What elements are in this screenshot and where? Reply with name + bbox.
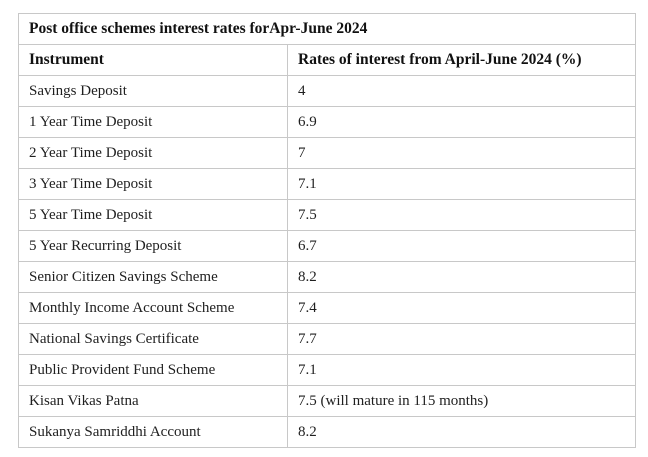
instrument-cell: National Savings Certificate xyxy=(18,323,288,355)
column-header-rates: Rates of interest from April-June 2024 (… xyxy=(286,44,637,76)
instrument-cell: Senior Citizen Savings Scheme xyxy=(18,261,288,293)
instrument-cell: 5 Year Recurring Deposit xyxy=(18,230,288,262)
rate-cell: 8.2 xyxy=(286,416,637,448)
table-row: 5 Year Recurring Deposit 6.7 xyxy=(18,230,637,262)
table-body: Savings Deposit 4 1 Year Time Deposit 6.9 2 … xyxy=(18,75,637,448)
rate-cell: 6.7 xyxy=(286,230,637,262)
instrument-cell: 2 Year Time Deposit xyxy=(18,137,288,169)
table-title: Post office schemes interest rates forAp… xyxy=(17,13,637,45)
rate-cell: 7.7 xyxy=(286,323,637,355)
table-row: 5 Year Time Deposit 7.5 xyxy=(18,199,637,231)
instrument-cell: Monthly Income Account Scheme xyxy=(18,292,288,324)
table-row: Savings Deposit 4 xyxy=(18,75,637,107)
rate-cell: 6.9 xyxy=(286,106,637,138)
instrument-cell: 3 Year Time Deposit xyxy=(18,168,288,200)
table-header-row: Instrument Rates of interest from April-… xyxy=(18,44,637,76)
table-row: 2 Year Time Deposit 7 xyxy=(18,137,637,169)
table-row: Senior Citizen Savings Scheme 8.2 xyxy=(18,261,637,293)
column-header-instrument: Instrument xyxy=(18,44,288,76)
rate-cell: 4 xyxy=(286,75,637,107)
instrument-cell: Sukanya Samriddhi Account xyxy=(18,416,288,448)
instrument-cell: 5 Year Time Deposit xyxy=(18,199,288,231)
instrument-cell: Kisan Vikas Patna xyxy=(18,385,288,417)
interest-rates-table-container: Post office schemes interest rates forAp… xyxy=(17,13,637,448)
table-row: Monthly Income Account Scheme 7.4 xyxy=(18,292,637,324)
rate-cell: 7.5 xyxy=(286,199,637,231)
rate-cell: 7.1 xyxy=(286,354,637,386)
table-title-row: Post office schemes interest rates forAp… xyxy=(17,13,637,45)
table-row: Public Provident Fund Scheme 7.1 xyxy=(18,354,637,386)
rate-cell: 8.2 xyxy=(286,261,637,293)
table-row: Sukanya Samriddhi Account 8.2 xyxy=(18,416,637,448)
rate-cell: 7.5 (will mature in 115 months) xyxy=(286,385,637,417)
rate-cell: 7.4 xyxy=(286,292,637,324)
instrument-cell: Savings Deposit xyxy=(18,75,288,107)
instrument-cell: 1 Year Time Deposit xyxy=(18,106,288,138)
rate-cell: 7 xyxy=(286,137,637,169)
interest-rates-table: Post office schemes interest rates forAp… xyxy=(17,13,637,448)
table-row: 3 Year Time Deposit 7.1 xyxy=(18,168,637,200)
rate-cell: 7.1 xyxy=(286,168,637,200)
table-row: National Savings Certificate 7.7 xyxy=(18,323,637,355)
table-row: Kisan Vikas Patna 7.5 (will mature in 115… xyxy=(18,385,637,417)
instrument-cell: Public Provident Fund Scheme xyxy=(18,354,288,386)
table-row: 1 Year Time Deposit 6.9 xyxy=(18,106,637,138)
